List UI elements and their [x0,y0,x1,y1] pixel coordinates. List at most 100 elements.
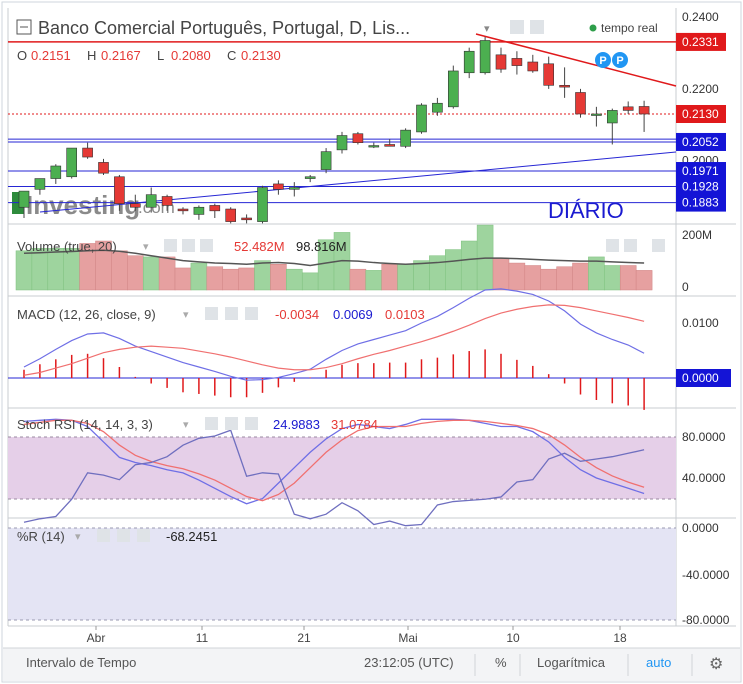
macd-hist-value: -0.0034 [275,307,319,322]
chevron-down-icon[interactable]: ▾ [484,23,490,35]
settings-icon[interactable] [225,417,238,430]
volume-bar [365,270,383,291]
interval-button[interactable]: Intervalo de Tempo [26,655,136,670]
price-badge-label: 0.1928 [682,179,719,193]
event-marker-p-icon[interactable] [612,52,628,68]
stoch-d-value: 31.0784 [331,417,378,432]
candle-body [114,176,125,204]
volume-ma-value: 98.816M [296,239,347,254]
eye-icon[interactable] [510,20,524,34]
wr-label[interactable]: %R (14) [17,529,65,544]
price-badge [676,193,726,212]
realtime-dot-icon [589,24,597,32]
candle-body [177,208,189,212]
candle-body [304,176,316,179]
log-toggle[interactable]: Logarítmica [537,655,606,670]
x-tick-label: 11 [196,631,209,645]
arrow-down-icon[interactable] [624,239,637,252]
price-badge-label: 0.2052 [682,135,719,149]
stoch-d-line [23,419,645,502]
volume-bar [413,260,430,291]
close-icon[interactable] [245,417,258,430]
chevron-down-icon[interactable]: ▾ [75,531,81,543]
close-icon[interactable] [137,529,150,542]
x-tick-label: 21 [297,631,311,645]
price-badge [676,177,726,196]
candle-body [400,129,411,147]
volume-bar [238,267,255,291]
ohlc-value: 0.2167 [101,48,141,63]
candle-body [511,58,523,66]
event-markers[interactable]: P P [595,52,628,68]
arrow-up-icon[interactable] [606,239,619,252]
candle-body [34,178,46,190]
macd-header: MACD (12, 26, close, 9) ▾ -0.0034 0.0069… [17,307,425,322]
eye-icon[interactable] [205,307,218,320]
stoch-k-value: 24.9883 [273,417,320,432]
volume-tick: 200M [682,228,712,242]
chevron-down-icon[interactable]: ▾ [143,241,149,253]
ohlc-key: O [17,48,27,63]
close-icon[interactable] [200,239,213,252]
macd-value: 0.0069 [333,307,373,322]
price-badge [676,105,726,123]
ohlc-value: 0.2130 [241,48,281,63]
volume-bar [47,248,65,291]
candle-body [161,196,173,206]
stoch-k-line [23,418,645,505]
volume-bar [270,264,287,291]
chevron-down-icon[interactable]: ▾ [183,309,189,321]
gear-icon[interactable]: ⚙ [709,656,723,673]
stoch-label[interactable]: Stoch RSI (14, 14, 3, 3) [17,417,153,432]
volume-bar [540,268,557,291]
volume-label[interactable]: Volume (true, 20) [17,239,117,254]
symbol-title[interactable]: Banco Comercial Português, Portugal, D, … [38,18,410,38]
volume-value: 52.482M [234,239,285,254]
auto-toggle[interactable]: auto [646,655,671,670]
candle-body [320,151,332,170]
candle-body [463,50,475,74]
ohlc-value: 0.2080 [171,48,211,63]
close-icon[interactable] [652,239,665,252]
volume-bar [604,265,621,291]
eye-icon[interactable] [164,239,177,252]
volume-bar [301,272,319,291]
event-marker-p-icon[interactable] [595,52,611,68]
candle-body [18,190,30,208]
volume-bar [174,267,192,291]
candle-body [543,63,555,86]
eye-icon[interactable] [97,529,110,542]
x-tick-label: 10 [506,631,520,645]
candle-body [606,110,618,124]
volume-bar [524,265,542,291]
candle-body [145,194,157,208]
volume-bar [508,262,526,291]
settings-icon[interactable] [117,529,130,542]
macd-zero-badge-label: 0.0000 [682,371,719,385]
percent-toggle[interactable]: % [495,655,507,670]
stoch-tick: 40.0000 [682,471,726,485]
candle-body [209,205,221,212]
wr-tick: -40.0000 [682,568,730,582]
williams-r-line [23,429,645,527]
close-icon[interactable] [245,307,258,320]
candle-body [447,70,459,108]
candle-body [257,187,268,222]
macd-label[interactable]: MACD (12, 26, close, 9) [17,307,156,322]
chevron-down-icon[interactable]: ▾ [183,419,189,431]
candle-body [66,147,77,178]
volume-bar [397,264,414,291]
candle-body [591,113,602,116]
eye-icon[interactable] [205,417,218,430]
volume-bar [222,268,239,291]
candle-body [368,145,380,148]
settings-icon[interactable] [530,20,544,34]
settings-icon[interactable] [225,307,238,320]
settings-icon[interactable] [182,239,195,252]
candle-body [50,165,62,179]
candle-body [384,144,396,147]
volume-bar [572,262,589,291]
period-label: DIÁRIO [548,198,624,223]
macd-tick: 0.0100 [682,316,719,330]
